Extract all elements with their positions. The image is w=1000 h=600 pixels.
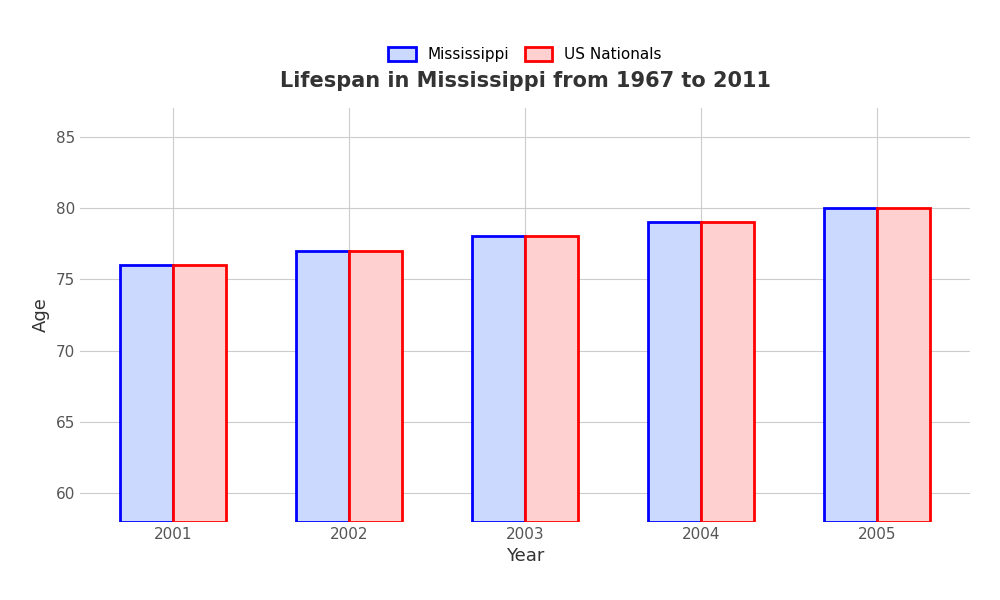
Bar — [648, 222, 701, 522]
X-axis label: Year: Year — [506, 547, 544, 565]
Bar — [120, 265, 173, 522]
Bar — [173, 265, 226, 522]
Legend: Mississippi, US Nationals: Mississippi, US Nationals — [382, 41, 668, 68]
Title: Lifespan in Mississippi from 1967 to 2011: Lifespan in Mississippi from 1967 to 201… — [280, 71, 770, 91]
Y-axis label: Age: Age — [32, 298, 50, 332]
Bar — [349, 251, 402, 522]
Bar — [525, 236, 578, 522]
Bar — [701, 222, 754, 522]
Bar — [824, 208, 877, 522]
Bar — [472, 236, 525, 522]
Bar — [877, 208, 930, 522]
Bar — [296, 251, 349, 522]
